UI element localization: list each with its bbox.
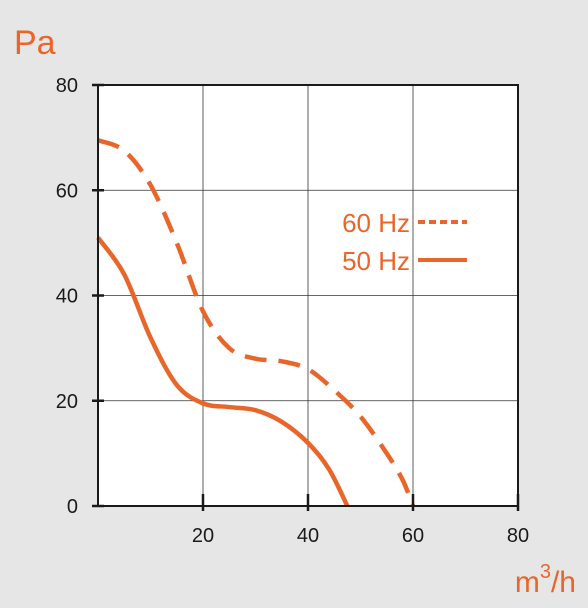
- legend: 60 Hz 50 Hz: [342, 208, 467, 276]
- y-tick-label: 40: [56, 286, 78, 308]
- grid: [98, 85, 518, 506]
- legend-label: 50 Hz: [342, 246, 410, 276]
- x-axis-label: m3/h: [515, 561, 576, 599]
- x-axis-label-base: m: [515, 566, 540, 599]
- x-tick-label: 20: [192, 525, 214, 547]
- x-tick-label: 40: [297, 525, 319, 547]
- x-axis-label-tail: /h: [551, 566, 576, 599]
- x-axis-label-sup: 3: [540, 561, 551, 583]
- y-tick-label: 0: [67, 496, 78, 518]
- series-layer: [96, 138, 416, 508]
- y-axis-label: Pa: [14, 24, 56, 62]
- series-line-60-hz: [97, 138, 416, 507]
- x-tick-label: 60: [402, 525, 424, 547]
- y-tick-label: 20: [56, 391, 78, 413]
- ticks: [92, 83, 520, 511]
- tick-labels: 20 40 60 80 0 20 40 60 80: [56, 75, 529, 547]
- y-tick-label: 60: [56, 180, 78, 202]
- y-tick-label: 80: [56, 75, 78, 97]
- legend-label: 60 Hz: [342, 208, 410, 238]
- series-line-50-hz: [96, 236, 350, 508]
- x-tick-label: 80: [507, 525, 529, 547]
